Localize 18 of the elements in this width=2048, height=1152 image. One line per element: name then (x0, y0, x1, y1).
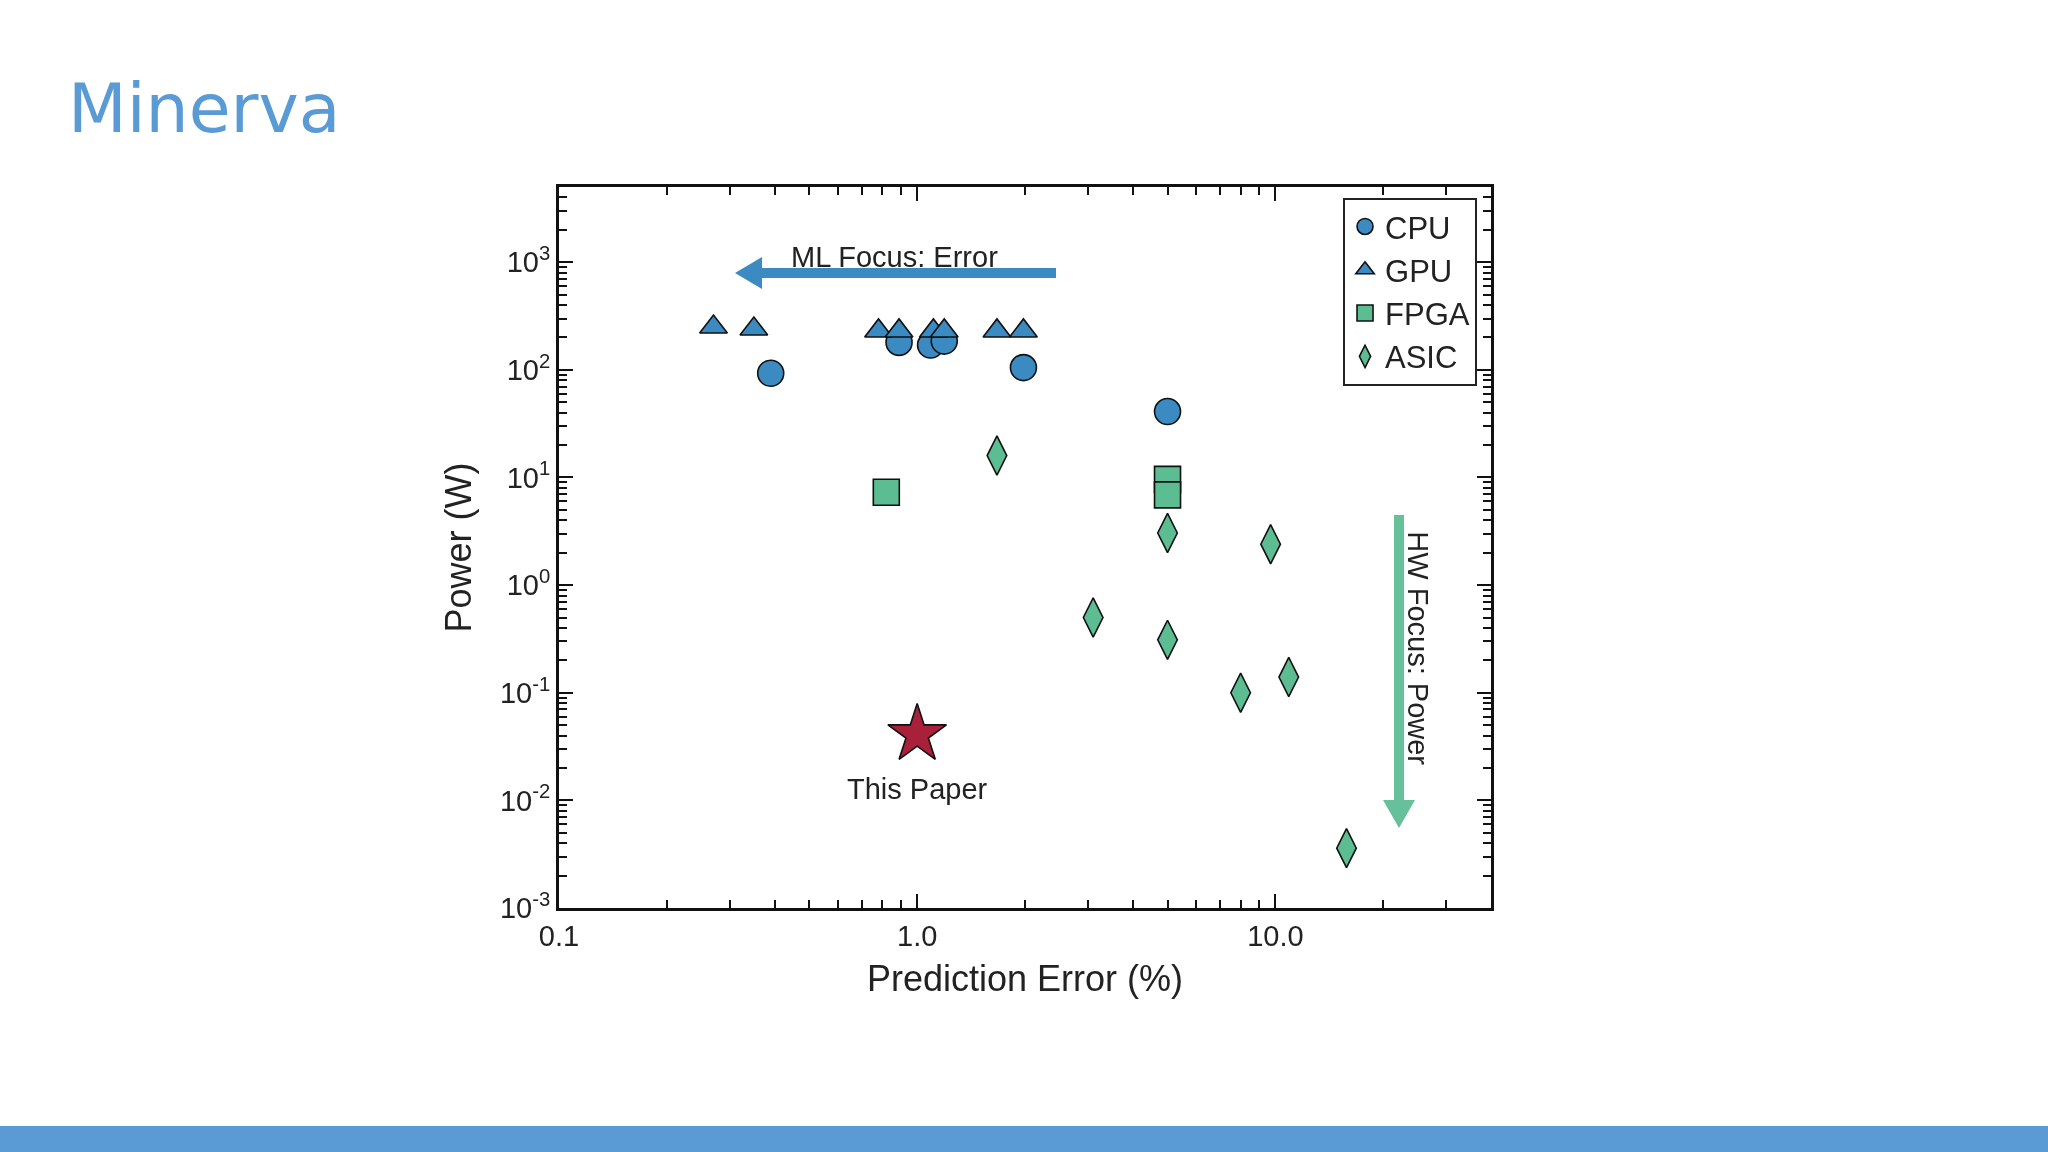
legend-label: GPU (1385, 253, 1453, 289)
annotation: This Paper (847, 773, 988, 805)
chart-title: Minerva (68, 68, 341, 148)
x-tick-label: 1.0 (897, 919, 938, 952)
y-tick-label: 10$^{1}$ (506, 457, 551, 494)
legend-label: FPGA (1385, 297, 1470, 333)
x-axis-title: Prediction Error (%) (866, 958, 1184, 1000)
x-tick-label: 10.0 (1247, 919, 1304, 952)
legend-label: ASIC (1385, 340, 1458, 376)
y-tick-label: 10$^{3}$ (506, 242, 551, 279)
y-tick-label: 10$^{-2}$ (499, 780, 551, 817)
legend-label: CPU (1385, 210, 1451, 246)
y-tick-label: 10$^{-1}$ (499, 672, 551, 709)
annotation: ML Focus: Error (791, 241, 999, 273)
y-tick-label: 10$^{2}$ (506, 349, 551, 387)
annotation: HW Focus: Power (1401, 531, 1434, 766)
y-tick-label: 10$^{0}$ (506, 565, 551, 602)
y-axis-title: Power (W) (437, 462, 479, 633)
